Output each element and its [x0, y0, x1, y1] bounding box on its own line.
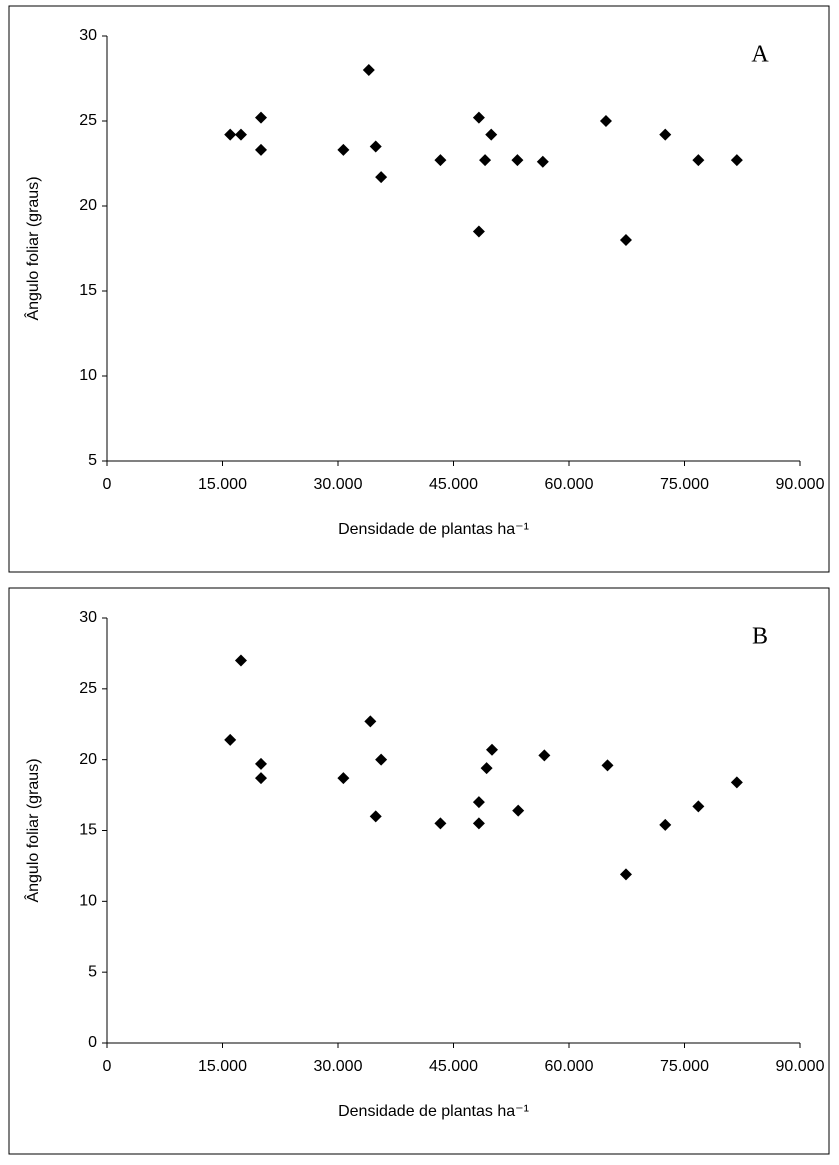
point [255, 757, 267, 770]
point [692, 800, 705, 813]
point [337, 772, 350, 785]
point [619, 868, 632, 881]
chart-panel: 5 10 15 20 25 30 0 15.000 30.000 45.000 60.000 75.0… [8, 5, 830, 573]
point [486, 743, 498, 756]
point [364, 715, 377, 728]
point [485, 128, 498, 141]
point [480, 762, 493, 775]
point [255, 143, 267, 156]
point [234, 654, 247, 667]
x-tick-label: 90.000 [776, 476, 825, 493]
panel-border [8, 5, 830, 573]
x-tick-label: 75.000 [660, 476, 709, 493]
point [472, 817, 485, 830]
panel-border [8, 587, 830, 1155]
x-tick-label: 45.000 [429, 1058, 478, 1075]
point [362, 64, 375, 76]
y-tick-label: 5 [88, 963, 97, 980]
point [255, 772, 267, 785]
x-tick-label: 0 [103, 1058, 112, 1075]
point [512, 804, 525, 817]
point [479, 154, 492, 167]
x-tick-label: 45.000 [429, 476, 478, 493]
y-tick-label: 10 [79, 367, 97, 384]
y-tick-label: 5 [88, 452, 97, 469]
point [511, 154, 524, 167]
y-tick-label: 30 [79, 27, 97, 44]
x-tick-label: 15.000 [198, 476, 247, 493]
panel-title: A [751, 42, 769, 68]
point [234, 128, 247, 141]
point [434, 154, 447, 167]
y-tick-label: 15 [79, 282, 97, 299]
point [730, 154, 743, 167]
point [434, 817, 447, 830]
x-axis-label: Densidade de plantas ha⁻¹ [338, 521, 529, 538]
point [255, 111, 267, 124]
point [375, 171, 388, 184]
x-tick-label: 90.000 [776, 1058, 825, 1075]
point [619, 234, 632, 246]
point [536, 155, 549, 168]
y-axis-label: Ângulo foliar (graus) [23, 176, 42, 320]
y-tick-label: 0 [88, 1034, 97, 1051]
point [337, 143, 350, 156]
point [601, 759, 614, 772]
point [472, 225, 485, 238]
point [369, 140, 382, 153]
point [659, 128, 672, 141]
point [375, 753, 388, 766]
x-axis-label: Densidade de plantas ha⁻¹ [338, 1103, 529, 1120]
point [224, 733, 237, 746]
point [224, 128, 237, 141]
y-tick-label: 20 [79, 197, 97, 214]
y-axis-label: Ângulo foliar (graus) [23, 758, 42, 902]
x-tick-label: 30.000 [314, 1058, 363, 1075]
x-tick-label: 15.000 [198, 1058, 247, 1075]
point [538, 749, 551, 762]
x-tick-label: 0 [103, 476, 112, 493]
y-tick-label: 25 [79, 680, 97, 697]
chart-panel: 0 5 10 15 20 25 30 0 15.000 30.000 45.000 60.000 75.… [8, 587, 830, 1155]
point [659, 818, 672, 831]
y-tick-label: 20 [79, 751, 97, 768]
x-tick-label: 75.000 [660, 1058, 709, 1075]
x-tick-label: 60.000 [545, 476, 594, 493]
y-tick-label: 10 [79, 893, 97, 910]
point [472, 111, 485, 124]
point [472, 796, 485, 809]
x-tick-label: 30.000 [314, 476, 363, 493]
point [599, 115, 612, 127]
x-tick-label: 60.000 [545, 1058, 594, 1075]
y-tick-label: 15 [79, 822, 97, 839]
point [692, 154, 705, 167]
point [369, 810, 382, 823]
y-tick-label: 30 [79, 609, 97, 626]
panel-title: B [752, 624, 768, 650]
point [730, 776, 743, 789]
y-tick-label: 25 [79, 112, 97, 129]
